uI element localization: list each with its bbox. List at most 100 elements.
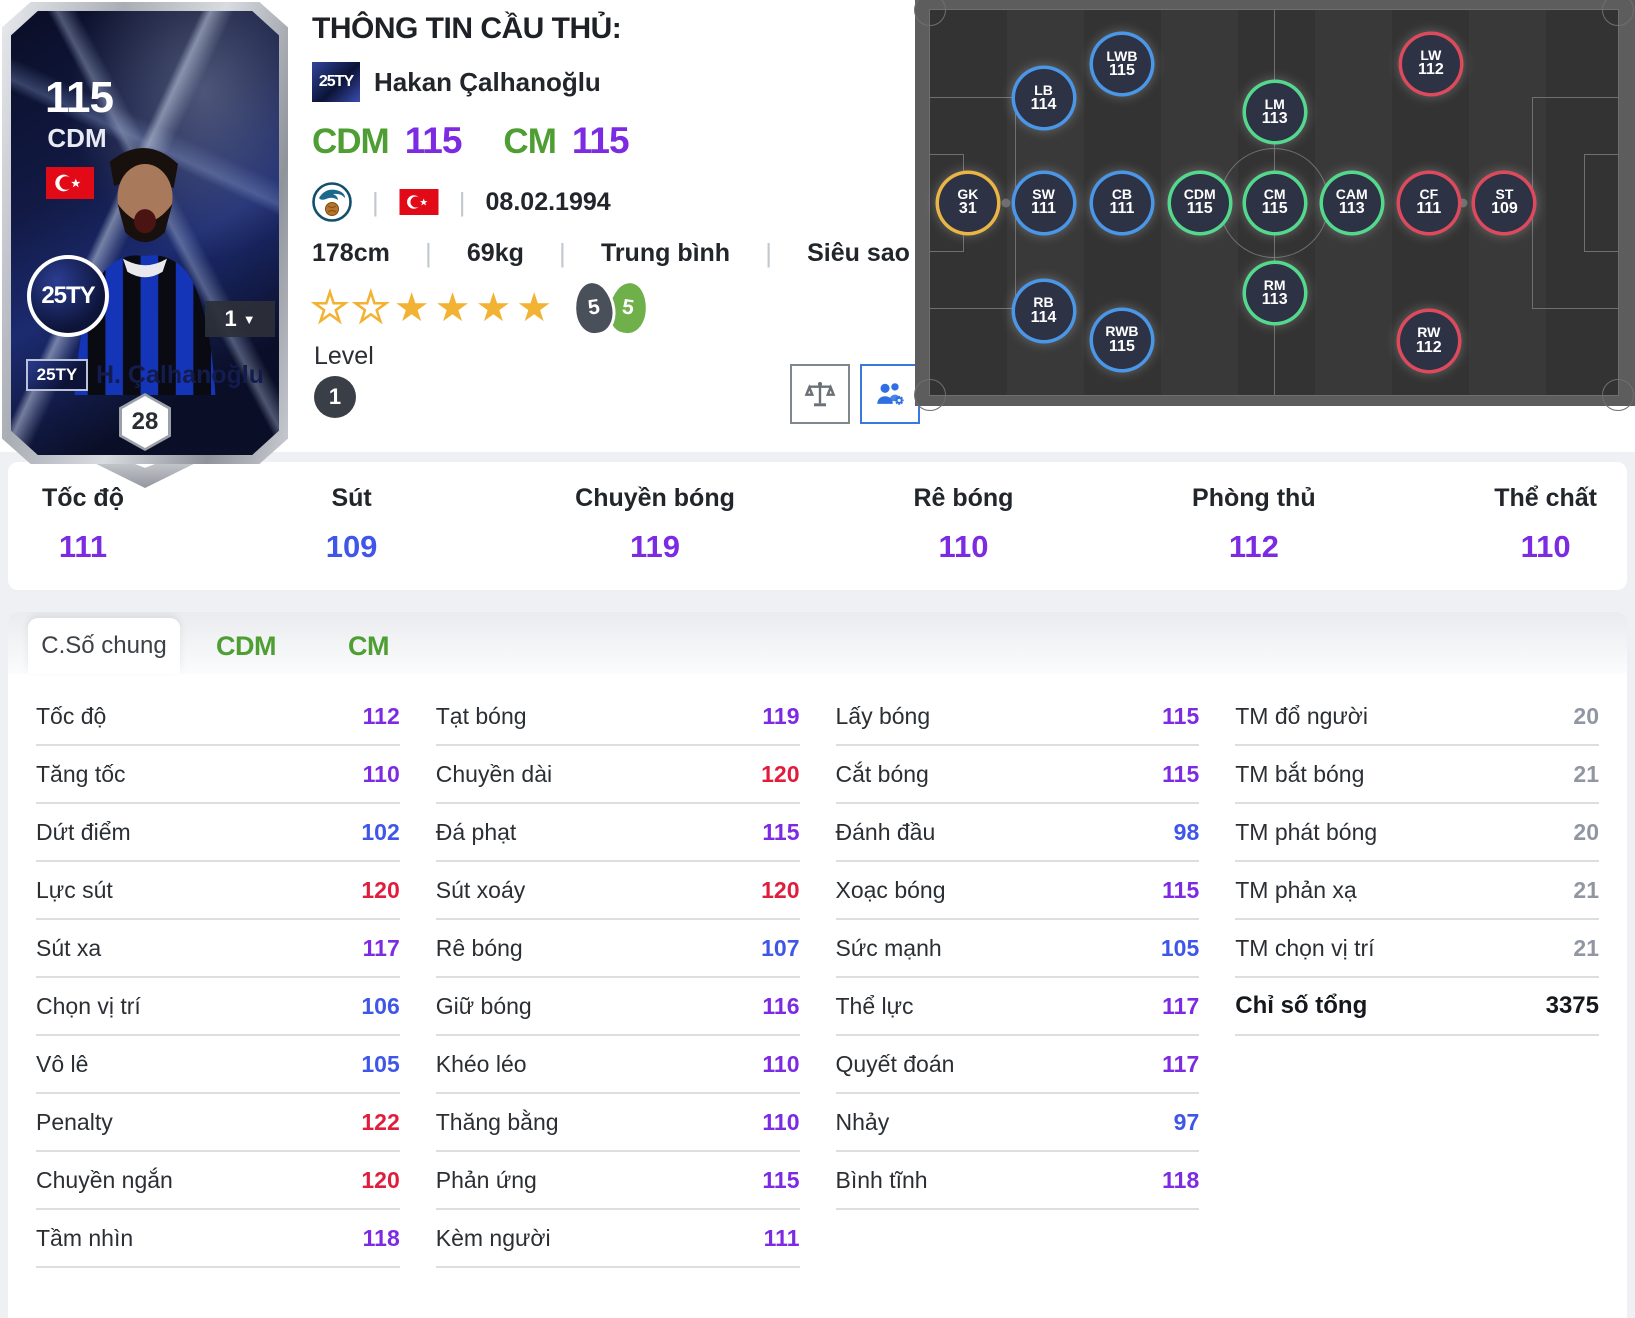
position-rating: 114 xyxy=(1030,308,1057,326)
pitch-position-rw[interactable]: RW 112 xyxy=(1399,311,1458,370)
card-copies-dropdown[interactable]: 1 ▼ xyxy=(205,301,275,337)
position-code: LB xyxy=(1034,81,1053,98)
pitch-position-st[interactable]: ST 109 xyxy=(1475,173,1534,232)
stat-label: Phản ứng xyxy=(435,1166,537,1193)
star-hollow-icon: ★ xyxy=(311,285,349,332)
pitch-position-gk[interactable]: GK 31 xyxy=(938,173,997,232)
stat-label: Giữ bóng xyxy=(435,992,532,1019)
stat-label: Lực sút xyxy=(36,876,113,903)
pitch-position-cf[interactable]: CF 111 xyxy=(1399,173,1458,232)
stat-row: Chuyền dài 120 xyxy=(435,746,800,804)
stat-row: Thể lực 117 xyxy=(835,978,1200,1036)
stat-row: Giữ bóng 116 xyxy=(435,978,800,1036)
turkey-flag-icon xyxy=(46,167,94,199)
pitch-position-rm[interactable]: RM 113 xyxy=(1245,263,1304,322)
position-label: CDM xyxy=(312,122,390,161)
position-code: LM xyxy=(1264,95,1285,112)
stat-label: Dứt điểm xyxy=(36,818,131,845)
position-rating: 109 xyxy=(1491,200,1518,218)
stat-row: Sút xa 117 xyxy=(36,920,400,978)
pitch-position-cm[interactable]: CM 115 xyxy=(1245,173,1304,232)
stat-row: TM chọn vị trí 21 xyxy=(1235,920,1599,978)
pitch-position-lb[interactable]: LB 114 xyxy=(1014,69,1073,128)
summary-label: Thể chất xyxy=(1494,484,1597,512)
stat-row: Dứt điểm 102 xyxy=(36,804,400,862)
tab-c-s-chung[interactable]: C.Số chung xyxy=(28,618,180,674)
foot-ratings: 5 5 xyxy=(569,277,653,339)
stat-label: Chọn vị trí xyxy=(36,992,141,1019)
stat-row: Thăng bằng 110 xyxy=(435,1094,800,1152)
stat-label: Tăng tốc xyxy=(36,760,126,787)
position-rating: 115 xyxy=(404,120,463,161)
tab-cdm[interactable]: CDM xyxy=(216,630,277,661)
star-hollow-icon: ★ xyxy=(352,285,390,332)
summary-item: Chuyền bóng 119 xyxy=(575,484,735,590)
separator: | xyxy=(458,186,466,217)
stat-row: Sút xoáy 120 xyxy=(435,862,800,920)
position-code: LWB xyxy=(1106,47,1138,64)
position-rating: 115 xyxy=(1261,200,1288,218)
stat-value: 21 xyxy=(1573,876,1599,903)
stat-label: Xoạc bóng xyxy=(835,876,946,903)
summary-value: 109 xyxy=(325,529,378,564)
stat-row: Chọn vị trí 106 xyxy=(36,978,400,1036)
position-code: CAM xyxy=(1335,186,1368,203)
stat-value: 115 xyxy=(762,818,800,845)
pitch-position-lw[interactable]: LW 112 xyxy=(1401,34,1460,93)
pitch-position-cb[interactable]: CB 111 xyxy=(1092,173,1151,232)
stat-value: 98 xyxy=(1173,818,1200,845)
summary-value: 111 xyxy=(58,529,108,564)
separator: | xyxy=(372,186,379,217)
stat-row: TM phát bóng 20 xyxy=(1235,804,1599,862)
stat-row: Chuyền ngắn 120 xyxy=(36,1152,400,1210)
player-photo xyxy=(74,148,216,395)
card-name-row: 25TY H. Çalhanoğlu xyxy=(11,359,279,391)
stat-row: Tầm nhìn 118 xyxy=(36,1210,400,1268)
stat-value: 120 xyxy=(361,876,400,903)
pitch-position-lwb[interactable]: LWB 115 xyxy=(1092,35,1151,94)
tab-cm[interactable]: CM xyxy=(348,630,390,661)
stat-value: 111 xyxy=(763,1224,800,1251)
summary-item: Rê bóng 110 xyxy=(913,484,1013,590)
pitch-position-rb[interactable]: RB 114 xyxy=(1014,281,1073,340)
stat-label: TM chọn vị trí xyxy=(1235,934,1375,961)
stats-panel: C.Số chung CDM CM Tốc độ 112 Tăng tốc 110 Dứt … xyxy=(8,612,1627,1318)
stats-column: TM đổ người 20 TM bắt bóng 21 TM phát bóng 20… xyxy=(1235,688,1599,1268)
season-mini-badge: 25TY xyxy=(25,359,88,391)
stat-label: TM đổ người xyxy=(1235,702,1368,729)
stat-row: Tăng tốc 110 xyxy=(36,746,400,804)
position-code: SW xyxy=(1032,186,1055,203)
stat-label: Thăng bằng xyxy=(435,1108,559,1135)
compare-button[interactable] xyxy=(790,364,850,424)
stat-row: Xoạc bóng 115 xyxy=(835,862,1200,920)
position-rating: 31 xyxy=(958,200,977,218)
stat-row: Quyết đoán 117 xyxy=(835,1036,1200,1094)
stat-row: Cắt bóng 115 xyxy=(835,746,1200,804)
pitch-position-sw[interactable]: SW 111 xyxy=(1014,173,1073,232)
position-code: CM xyxy=(1263,186,1286,203)
corner-arc xyxy=(914,379,946,411)
stat-row: Phản ứng 115 xyxy=(435,1152,800,1210)
stat-value: 116 xyxy=(762,992,800,1019)
summary-label: Chuyền bóng xyxy=(575,484,735,512)
squad-button[interactable] xyxy=(860,364,920,424)
build: Trung bình xyxy=(600,239,731,267)
stats-column: Lấy bóng 115 Cắt bóng 115 Đánh đầu 98 Xoạc bón… xyxy=(835,688,1200,1268)
pitch-position-rwb[interactable]: RWB 115 xyxy=(1092,310,1151,369)
positions-row: CDM 115 CM 115 xyxy=(312,120,655,162)
position-rating: 112 xyxy=(1417,61,1444,79)
pitch-position-lm[interactable]: LM 113 xyxy=(1245,83,1304,142)
stat-label: TM bắt bóng xyxy=(1235,760,1365,787)
stat-value: 118 xyxy=(362,1224,400,1251)
stat-label: Chuyền ngắn xyxy=(36,1166,173,1193)
pitch-position-cam[interactable]: CAM 113 xyxy=(1322,173,1381,232)
pitch-position-cdm[interactable]: CDM 115 xyxy=(1170,173,1229,232)
stat-row: Penalty 122 xyxy=(36,1094,400,1152)
star-filled-icon: ★ xyxy=(475,286,512,330)
stat-label: Đánh đầu xyxy=(835,818,936,845)
card-player-name: H. Çalhanoğlu xyxy=(95,360,265,389)
stat-value: 115 xyxy=(1162,876,1200,903)
stat-row: Đánh đầu 98 xyxy=(835,804,1200,862)
stat-value: 117 xyxy=(1162,1050,1200,1077)
stat-label: Tốc độ xyxy=(36,702,107,729)
